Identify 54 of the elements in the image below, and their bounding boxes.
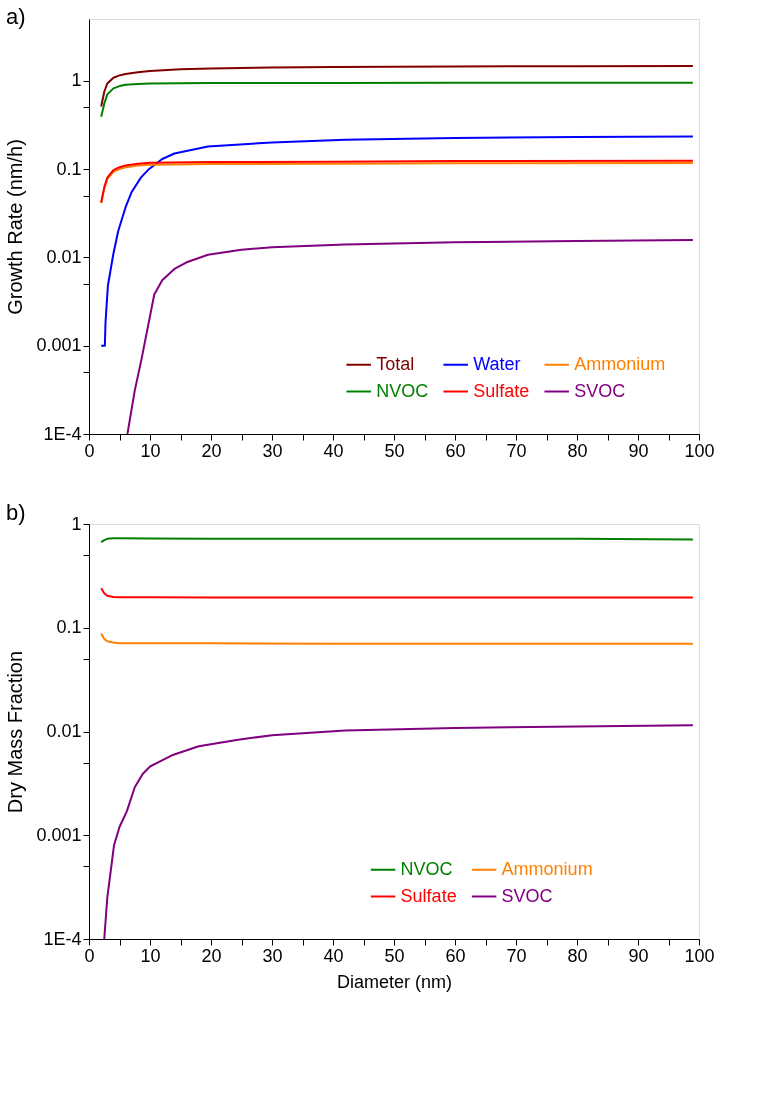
x-tick-label: 60 <box>445 440 466 461</box>
line-series <box>100 81 694 118</box>
x-tick-label: 80 <box>567 945 588 966</box>
line-series <box>100 64 694 108</box>
legend-label: NVOC <box>400 858 453 879</box>
x-tick-label: 100 <box>684 440 715 461</box>
x-tick-label: 90 <box>628 440 649 461</box>
x-tick-label: 50 <box>384 945 405 966</box>
line-series <box>100 135 694 347</box>
x-tick-label: 0 <box>84 440 95 461</box>
x-tick-label: 30 <box>262 945 283 966</box>
chart-title: b) <box>5 500 26 525</box>
y-axis-title: Dry Mass Fraction <box>4 650 27 814</box>
y-axis-title: Growth Rate (nm/h) <box>4 139 27 315</box>
y-tick-label: 0.01 <box>46 721 82 741</box>
y-tick-label: 0.1 <box>56 617 82 638</box>
legend-label: Total <box>376 353 415 374</box>
line-series <box>103 724 694 939</box>
x-tick-label: 30 <box>262 440 283 461</box>
line-series <box>126 239 694 434</box>
x-tick-label: 70 <box>506 945 527 966</box>
x-tick-label: 0 <box>84 945 95 966</box>
x-tick-label: 70 <box>506 440 527 461</box>
x-tick-label: 90 <box>628 945 649 966</box>
y-tick-label: 0.001 <box>36 335 82 356</box>
legend-label: SVOC <box>574 380 626 401</box>
x-tick-label: 20 <box>201 440 222 461</box>
y-tick-label: 1E-4 <box>43 423 82 444</box>
legend-label: Sulfate <box>473 380 530 401</box>
y-tick-label: 1 <box>71 70 82 91</box>
line-series <box>100 587 694 599</box>
x-tick-label: 50 <box>384 440 405 461</box>
x-tick-label: 10 <box>140 440 161 461</box>
legend-label: Water <box>473 353 521 374</box>
legend-label: Ammonium <box>574 353 666 374</box>
chart-title: a) <box>5 4 26 29</box>
x-axis-title: Diameter (nm) <box>336 971 453 992</box>
x-tick-label: 20 <box>201 945 222 966</box>
legend-label: Ammonium <box>501 858 593 879</box>
x-tick-label: 40 <box>323 945 344 966</box>
y-tick-label: 0.1 <box>56 158 82 179</box>
y-tick-label: 0.001 <box>36 824 82 845</box>
x-tick-label: 80 <box>567 440 588 461</box>
y-tick-label: 0.01 <box>46 246 82 267</box>
line-series <box>100 632 694 645</box>
x-tick-label: 10 <box>140 945 161 966</box>
x-tick-label: 40 <box>323 440 344 461</box>
legend-label: SVOC <box>501 885 553 906</box>
legend-label: NVOC <box>376 380 429 401</box>
y-tick-label: 1 <box>71 513 82 534</box>
x-tick-label: 100 <box>684 945 715 966</box>
legend-label: Sulfate <box>400 885 457 906</box>
x-tick-label: 60 <box>445 945 466 966</box>
y-tick-label: 1E-4 <box>43 928 82 949</box>
